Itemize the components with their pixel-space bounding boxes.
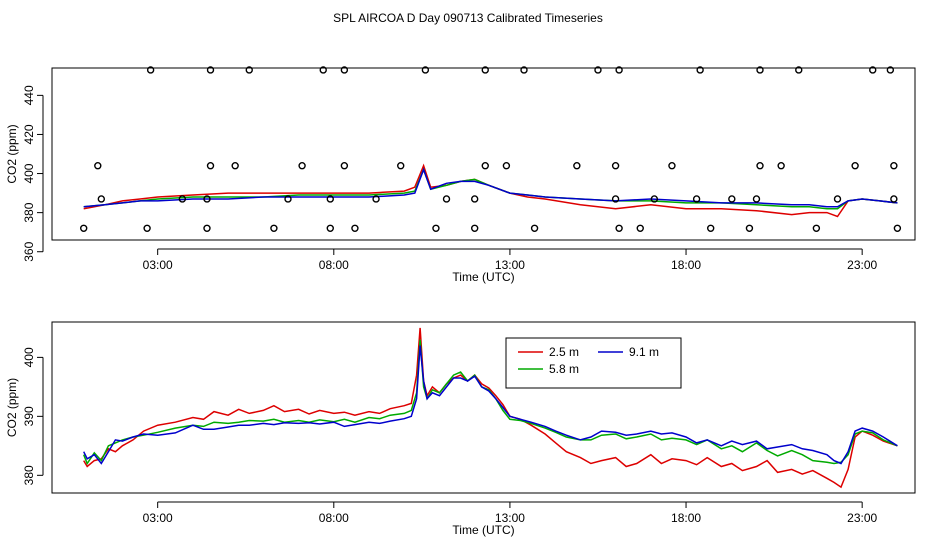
data-marker xyxy=(890,162,898,170)
series-line-2-5-m xyxy=(83,327,898,489)
data-marker xyxy=(442,195,451,203)
data-marker xyxy=(615,224,623,232)
data-marker xyxy=(650,195,659,203)
data-marker xyxy=(481,66,489,74)
x-tick-label: 18:00 xyxy=(671,258,701,272)
series-line-2-5-m xyxy=(83,163,898,218)
data-marker xyxy=(752,195,761,203)
data-marker xyxy=(470,224,479,232)
y-tick-label: 420 xyxy=(22,124,36,144)
data-marker xyxy=(432,224,440,232)
data-marker xyxy=(851,162,859,170)
data-marker xyxy=(326,195,334,203)
data-marker xyxy=(340,162,349,170)
x-tick-label: 03:00 xyxy=(143,511,173,525)
data-marker xyxy=(890,195,898,203)
data-marker xyxy=(869,66,877,74)
data-marker xyxy=(530,224,539,232)
data-marker xyxy=(97,195,106,203)
data-marker xyxy=(893,224,902,232)
series-line-5-8-m xyxy=(83,167,898,210)
data-marker xyxy=(886,66,895,74)
data-marker xyxy=(397,162,405,170)
data-marker xyxy=(298,162,306,170)
data-marker xyxy=(143,224,151,232)
x-axis-label: Time (UTC) xyxy=(452,270,514,284)
y-tick-label: 380 xyxy=(22,465,36,485)
plot-frame xyxy=(51,321,916,494)
y-tick-label: 400 xyxy=(22,347,36,367)
data-marker xyxy=(756,162,764,170)
data-marker xyxy=(728,195,736,203)
data-marker xyxy=(611,162,620,170)
y-tick-label: 440 xyxy=(22,85,36,105)
data-marker xyxy=(372,195,380,203)
top-panel: 03:00 08:00 13:00 18:00 23:00 Time (UTC) 360 38… xyxy=(5,66,916,284)
data-marker xyxy=(203,195,211,203)
data-marker xyxy=(812,224,821,232)
data-marker xyxy=(706,224,715,232)
x-tick-label: 18:00 xyxy=(671,511,701,525)
x-tick-label: 13:00 xyxy=(495,258,525,272)
data-marker xyxy=(573,162,581,170)
data-marker xyxy=(319,66,327,74)
data-marker xyxy=(94,162,102,170)
y-tick-label: 390 xyxy=(22,406,36,426)
data-marker xyxy=(206,162,215,170)
x-tick-label: 13:00 xyxy=(495,511,525,525)
data-marker xyxy=(520,66,528,74)
data-marker xyxy=(636,224,644,232)
data-marker xyxy=(351,224,359,232)
legend-label: 5.8 m xyxy=(549,362,579,376)
series-line-9-1-m xyxy=(83,345,898,465)
data-marker xyxy=(80,224,88,232)
data-marker xyxy=(833,195,842,203)
series-line-5-8-m xyxy=(83,339,898,466)
data-marker xyxy=(594,66,602,74)
data-marker xyxy=(696,66,704,74)
bottom-panel: 03:00 08:00 13:00 18:00 23:00 Time (UTC) 380 39… xyxy=(5,321,916,537)
y-tick-label: 380 xyxy=(22,202,36,222)
data-marker xyxy=(470,195,479,203)
data-marker xyxy=(178,195,187,203)
data-marker xyxy=(146,66,155,74)
series-line-9-1-m xyxy=(83,167,898,208)
figure-title: SPL AIRCOA D Day 090713 Calibrated Times… xyxy=(333,11,603,25)
data-marker xyxy=(611,195,620,203)
data-marker xyxy=(756,66,764,74)
data-marker xyxy=(421,66,430,74)
data-marker xyxy=(245,66,253,74)
data-marker xyxy=(692,195,701,203)
data-marker xyxy=(777,162,785,170)
x-axis-label: Time (UTC) xyxy=(452,523,514,537)
data-marker xyxy=(326,224,334,232)
data-marker xyxy=(203,224,211,232)
x-tick-label: 03:00 xyxy=(143,258,173,272)
y-tick-label: 400 xyxy=(22,163,36,183)
data-marker xyxy=(284,195,292,203)
data-marker xyxy=(502,162,511,170)
data-marker xyxy=(231,162,239,170)
data-marker xyxy=(615,66,623,74)
data-marker xyxy=(270,224,278,232)
data-marker xyxy=(206,66,215,74)
data-marker xyxy=(745,224,754,232)
data-marker xyxy=(340,66,349,74)
y-axis-label: CO2 (ppm) xyxy=(5,124,19,183)
x-tick-label: 08:00 xyxy=(319,511,349,525)
y-axis-label: CO2 (ppm) xyxy=(5,378,19,437)
x-tick-label: 23:00 xyxy=(847,258,877,272)
legend-label: 9.1 m xyxy=(629,345,659,359)
data-marker xyxy=(481,162,489,170)
data-marker xyxy=(668,162,676,170)
legend-label: 2.5 m xyxy=(549,345,579,359)
data-marker xyxy=(795,66,803,74)
x-tick-label: 08:00 xyxy=(319,258,349,272)
legend-box xyxy=(505,337,682,389)
y-tick-label: 360 xyxy=(22,241,36,261)
x-tick-label: 23:00 xyxy=(847,511,877,525)
